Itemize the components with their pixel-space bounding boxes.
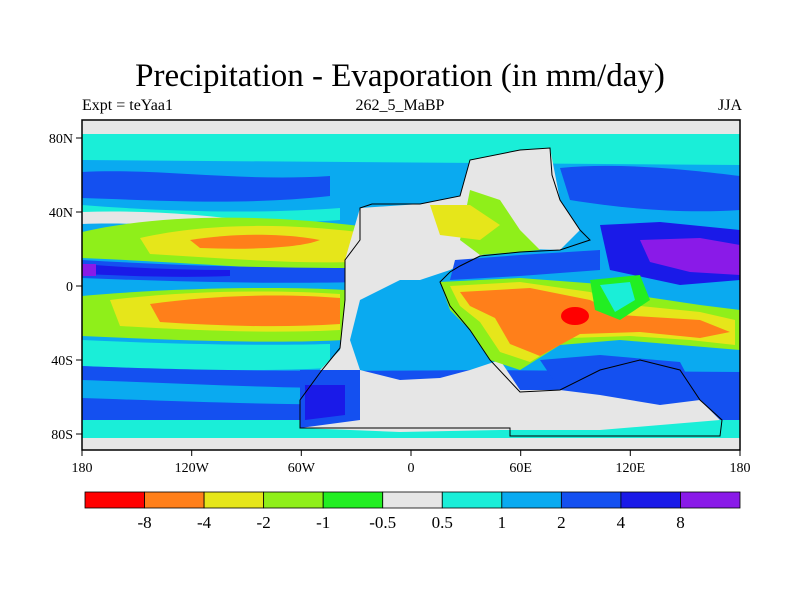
time-label: 262_5_MaBP	[355, 97, 445, 114]
colorbar-swatch	[84, 491, 145, 509]
colorbar-label: 4	[617, 513, 626, 532]
x-tick-label: 180	[730, 461, 751, 476]
colorbar-swatch	[620, 491, 681, 509]
y-tick-label: 40S	[51, 354, 73, 369]
colorbar-label: 8	[676, 513, 685, 532]
colorbar-swatch	[322, 491, 384, 509]
y-tick-label: 0	[66, 280, 73, 295]
y-tick-label: 40N	[49, 206, 73, 221]
experiment-label: Expt = teYaa1	[82, 97, 173, 114]
x-tick-label: 60W	[288, 461, 316, 476]
y-tick-label: 80N	[49, 132, 73, 147]
x-tick-label: 120W	[175, 461, 210, 476]
colorbar-label: -4	[197, 513, 212, 532]
x-tick-label: 0	[408, 461, 415, 476]
colorbar-label: -1	[316, 513, 330, 532]
axis-ticks	[76, 137, 741, 456]
x-tick-label: 180	[72, 461, 93, 476]
colorbar-swatch	[382, 491, 443, 509]
x-tick-label: 60E	[509, 461, 532, 476]
colorbar-label: 2	[557, 513, 566, 532]
colorbar-swatch	[144, 491, 205, 509]
colorbar-swatch	[441, 491, 503, 509]
colorbar-swatch	[680, 491, 741, 509]
colorbar-swatch	[263, 491, 324, 509]
colorbar-label: -8	[137, 513, 151, 532]
coastline	[299, 147, 723, 437]
colorbar-label: 1	[498, 513, 507, 532]
map-title: Precipitation - Evaporation (in mm/day)	[135, 58, 665, 94]
colorbar-label: 0.5	[432, 513, 453, 532]
colorbar-swatch	[501, 491, 562, 509]
season-label: JJA	[717, 97, 742, 114]
pme-field	[82, 120, 740, 450]
x-tick-label: 120E	[616, 461, 646, 476]
colorbar-swatch	[560, 491, 622, 509]
colorbar-label: -2	[257, 513, 271, 532]
y-tick-label: 80S	[51, 428, 73, 443]
colorbar-label: -0.5	[369, 513, 396, 532]
colorbar: -8 -4 -2 -1 -0.5 0.5 1 2 4 8	[84, 491, 741, 532]
colorbar-swatch	[203, 491, 265, 509]
